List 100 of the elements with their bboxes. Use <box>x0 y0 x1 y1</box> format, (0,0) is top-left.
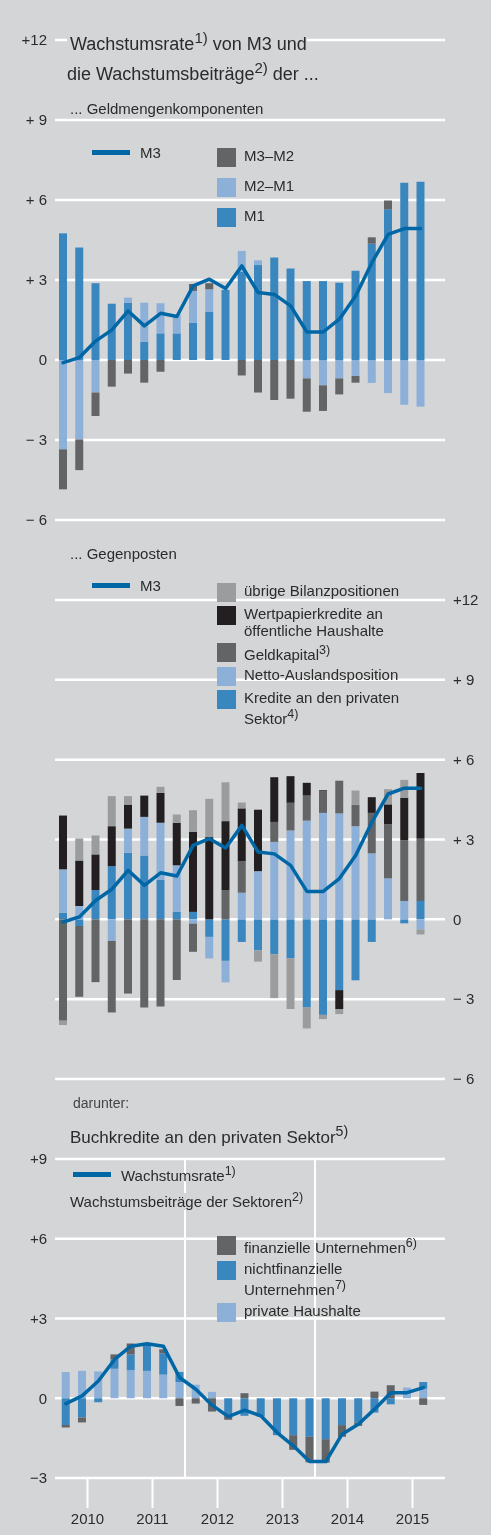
bar <box>205 919 214 937</box>
x-tick-label: 2015 <box>395 1510 430 1527</box>
bar <box>124 852 132 920</box>
bar <box>94 1398 103 1403</box>
bar <box>237 861 246 893</box>
bar <box>172 911 181 920</box>
line-series <box>61 786 423 924</box>
bar <box>286 958 295 1010</box>
bar <box>172 822 181 866</box>
y-tick-label: −3 <box>29 1469 47 1487</box>
bar <box>237 272 246 360</box>
bar <box>75 360 84 440</box>
bar <box>221 821 230 891</box>
bar <box>59 919 67 1021</box>
bar <box>205 837 214 920</box>
bar <box>416 919 425 930</box>
bar <box>416 900 425 920</box>
bar <box>91 854 100 891</box>
bar <box>124 796 132 805</box>
y-tick-label: +12 <box>453 591 479 609</box>
bar <box>61 1371 70 1399</box>
bar <box>286 830 295 920</box>
bar <box>75 247 84 360</box>
bar <box>319 360 327 386</box>
bar <box>156 879 165 920</box>
bar <box>75 838 84 861</box>
bar <box>384 824 392 879</box>
bar <box>351 270 360 360</box>
bar <box>351 919 360 981</box>
y-tick-label: + 3 <box>453 830 475 848</box>
y-tick-label: − 6 <box>25 511 47 529</box>
bar <box>351 360 360 376</box>
legend-label: Wertpapierkredite an öffentliche Haushalte <box>244 605 385 639</box>
x-tick-label: 2010 <box>70 1510 105 1527</box>
chart-title: Wachstumsrate$^{1)}$ von M3 und die Wachstumsbeiträge$^{2)}$ der ... <box>67 29 320 84</box>
bar <box>156 786 165 793</box>
bar <box>91 392 100 416</box>
bar <box>302 795 311 821</box>
bar <box>75 925 84 997</box>
bar <box>335 919 344 991</box>
bar <box>205 798 214 838</box>
legend-label: Wachstumsrate$^{1)}$ <box>121 1164 236 1184</box>
bar <box>302 820 311 920</box>
bar <box>351 804 360 827</box>
bar <box>400 360 409 405</box>
y-tick-label: + 9 <box>453 671 475 689</box>
text: darunter: <box>70 1095 133 1111</box>
bar <box>254 265 262 360</box>
bar <box>140 795 149 817</box>
y-tick-label: − 3 <box>25 431 47 449</box>
text: ... Geldmengenkomponenten <box>67 100 267 117</box>
bar <box>270 360 279 400</box>
bar <box>400 919 409 924</box>
bar <box>59 912 67 920</box>
bar <box>370 1391 379 1399</box>
bar <box>156 919 165 1007</box>
bar <box>156 360 165 372</box>
bar <box>124 919 132 994</box>
bar <box>126 1370 135 1399</box>
bar <box>240 1393 249 1399</box>
bar <box>159 1353 168 1375</box>
y-tick-label: + 6 <box>453 750 475 768</box>
bar <box>254 260 262 266</box>
bar <box>384 804 392 825</box>
bar <box>140 919 149 1008</box>
bar <box>270 777 279 822</box>
legend-label: Kredite an den privaten Sektor$^{4)}$ <box>244 689 401 727</box>
line-series <box>64 1342 426 1464</box>
bar <box>221 782 230 822</box>
bar <box>416 360 425 407</box>
bar <box>189 322 197 360</box>
bar <box>224 1398 233 1415</box>
bar <box>59 233 67 360</box>
bar <box>189 919 197 924</box>
bar <box>335 1009 344 1015</box>
bar <box>91 919 100 983</box>
bar <box>205 936 214 959</box>
y-tick-label: − 6 <box>453 1070 475 1088</box>
bar <box>191 1398 200 1404</box>
bar <box>286 919 295 959</box>
bar <box>237 892 246 920</box>
bar <box>270 841 279 920</box>
bar <box>335 990 344 1010</box>
bar <box>270 257 279 360</box>
y-tick-label: − 3 <box>453 990 475 1008</box>
y-tick-label: +3 <box>29 1309 47 1327</box>
bar <box>416 929 425 935</box>
bar <box>419 1398 428 1405</box>
legend-label: übrige Bilanzpositionen <box>244 582 401 599</box>
bar <box>59 360 67 450</box>
bar <box>59 1020 67 1025</box>
bar <box>91 360 100 393</box>
bar <box>142 1344 151 1371</box>
bar <box>107 796 116 827</box>
y-tick-label: +12 <box>21 31 47 49</box>
legend-title: Wachstumsbeiträge der Sektoren$^{2)}$ <box>67 1190 307 1210</box>
x-tick-label: 2014 <box>330 1510 365 1527</box>
bar <box>189 290 197 323</box>
bar <box>270 954 279 999</box>
bar <box>142 1370 151 1399</box>
